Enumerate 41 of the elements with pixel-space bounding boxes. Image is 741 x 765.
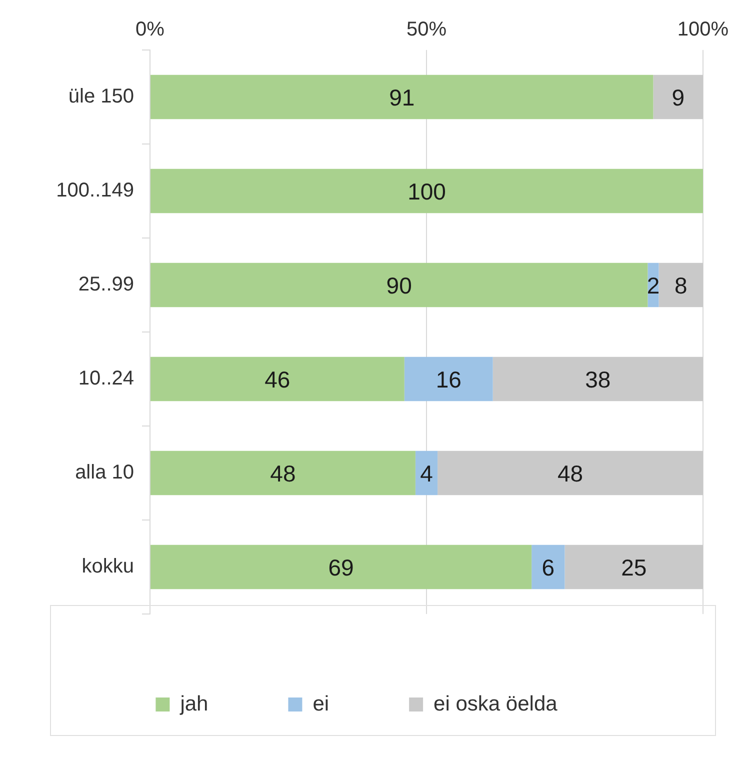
- bar: [492, 356, 703, 402]
- data-label: 25: [621, 554, 647, 580]
- bar: [150, 74, 654, 120]
- legend-label: ei oska öelda: [434, 692, 558, 716]
- bar: [404, 356, 493, 402]
- x-tick-label: 100%: [677, 18, 729, 41]
- bar: [653, 74, 703, 120]
- data-label: 8: [674, 272, 688, 298]
- bar: [415, 450, 438, 496]
- bar: [658, 262, 703, 308]
- bar: [564, 544, 703, 590]
- y-tick-label: kokku: [82, 556, 134, 578]
- legend-label: ei: [312, 692, 330, 716]
- data-label: 48: [557, 460, 584, 486]
- legend-label: jah: [179, 692, 208, 716]
- data-label: 90: [386, 272, 412, 298]
- data-label: 46: [264, 366, 290, 392]
- data-label: 6: [542, 554, 555, 580]
- bar: [150, 544, 532, 590]
- y-tick-label: 100..149: [56, 180, 134, 202]
- data-label: 69: [328, 554, 354, 580]
- data-label: 48: [270, 460, 296, 486]
- y-tick-label: 10..24: [78, 368, 134, 390]
- data-label: 16: [436, 366, 462, 392]
- y-tick-label: alla 10: [75, 462, 134, 484]
- bar: [150, 450, 416, 496]
- y-tick-label: 25..99: [78, 274, 134, 296]
- data-label: 91: [389, 84, 415, 110]
- data-label: 9: [672, 84, 685, 110]
- bar: [150, 168, 703, 214]
- data-label: 4: [420, 460, 434, 486]
- bar: [438, 450, 703, 496]
- data-label: 38: [585, 366, 611, 392]
- bar: [532, 544, 565, 590]
- bar: [150, 356, 404, 402]
- x-tick-label: 50%: [406, 18, 447, 41]
- bar: [150, 262, 648, 308]
- data-label: 2: [646, 272, 660, 298]
- y-tick-label: üle 150: [68, 86, 134, 108]
- x-tick-label: 0%: [136, 18, 165, 41]
- data-label: 100: [408, 178, 446, 204]
